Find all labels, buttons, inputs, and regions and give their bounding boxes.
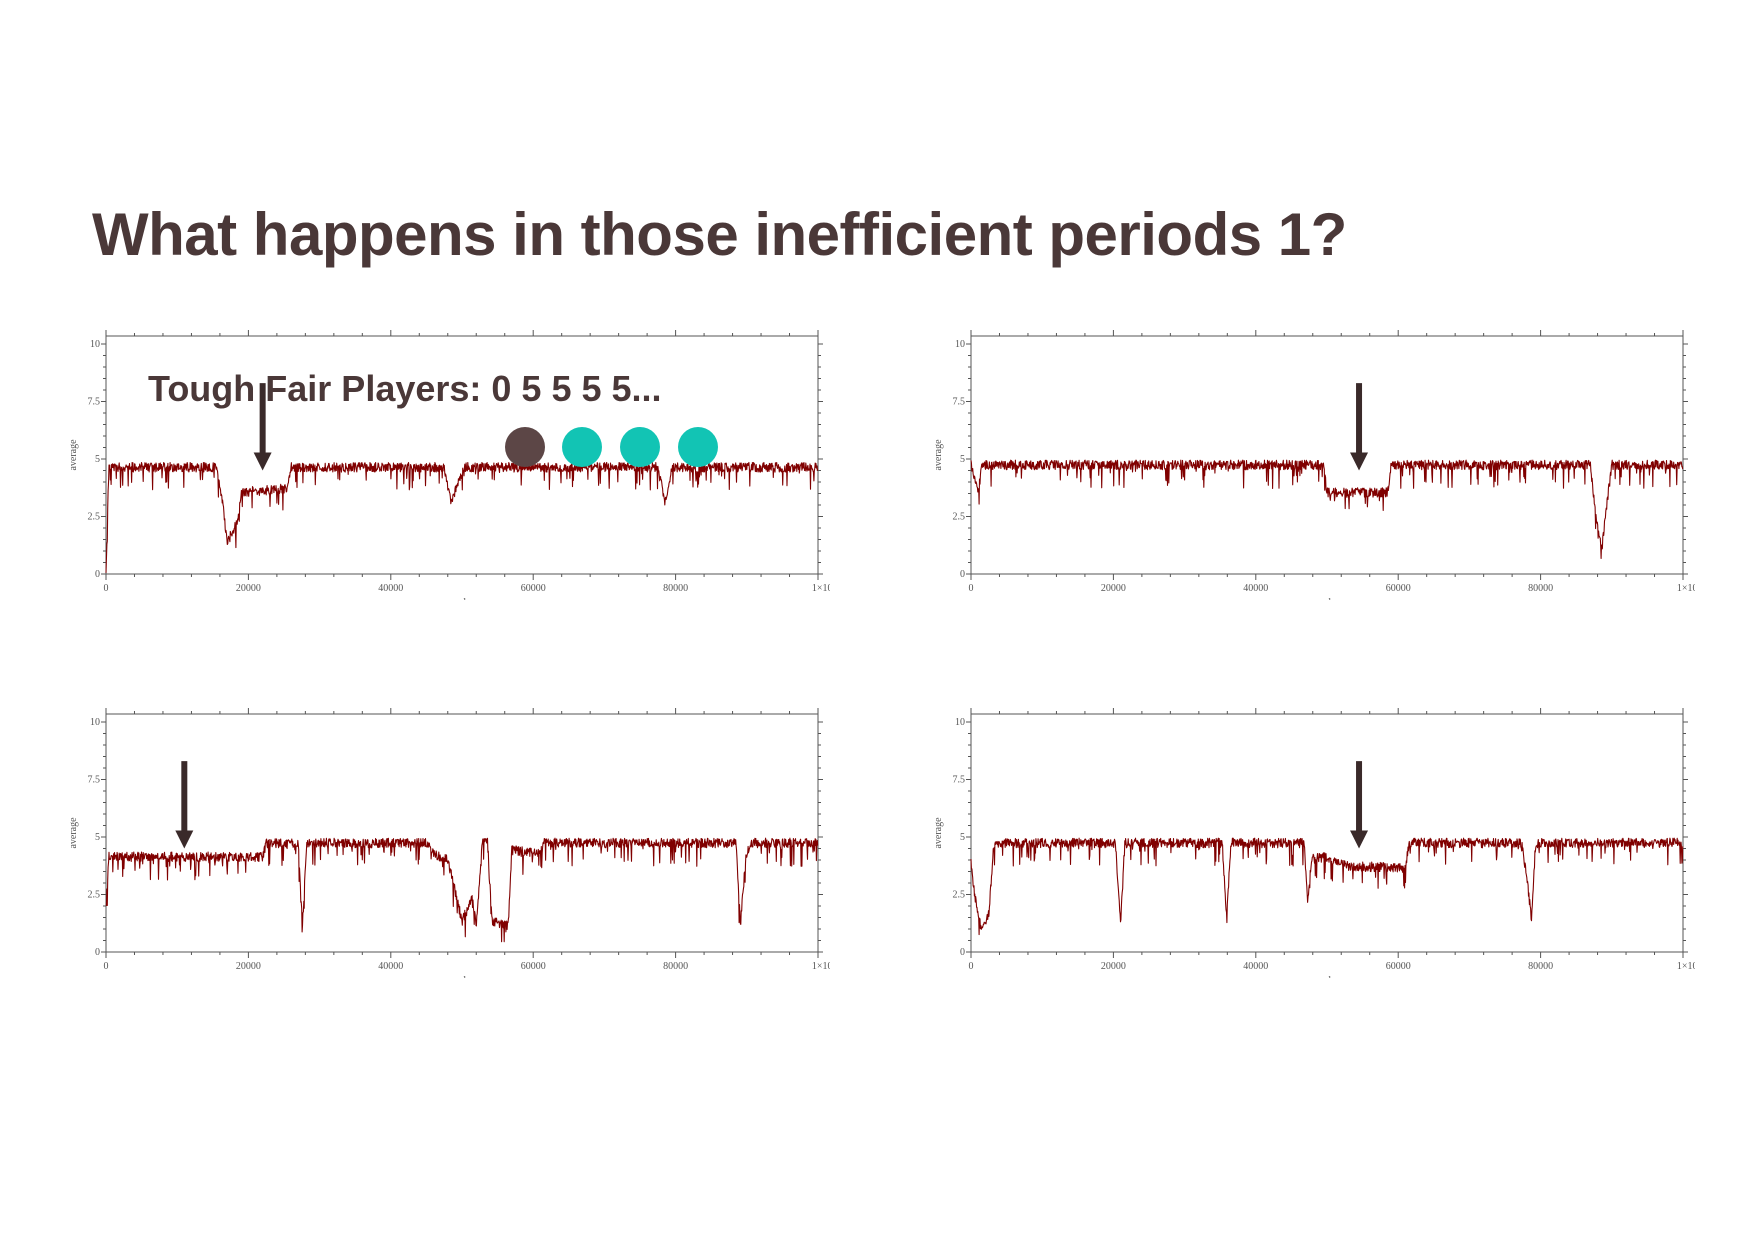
- series-line: [970, 837, 1684, 936]
- x-tick-label: 80000: [1528, 583, 1553, 594]
- player-dot-1: [562, 427, 602, 467]
- player-dot-3: [678, 427, 718, 467]
- x-tick-label: 60000: [1386, 961, 1411, 972]
- x-tick-label: 60000: [521, 961, 546, 972]
- chart-svg: 0 20000 40000 60000 80000 1×10⁵ 0 2.5 5 7.5 10 cycl…: [933, 330, 1701, 608]
- x-tick-label: 40000: [1243, 583, 1268, 594]
- y-tick-label: 5: [960, 832, 965, 843]
- y-tick-label: 10: [90, 339, 100, 350]
- x-tick-label: 0: [104, 961, 109, 972]
- y-tick-label: 7.5: [88, 397, 101, 408]
- x-tick-label: 20000: [236, 583, 261, 594]
- x-axis-label: cycles: [1315, 975, 1340, 978]
- players-annotation: Tough Fair Players: 0 5 5 5 5...: [148, 368, 662, 409]
- x-tick-label: 80000: [663, 583, 688, 594]
- slide-title: What happens in those inefficient period…: [92, 201, 1347, 268]
- arrow-head: [1350, 830, 1369, 849]
- x-tick-label: 60000: [1386, 583, 1411, 594]
- chart-panel-3: 0 20000 40000 60000 80000 1×10⁵ 0 2.5 5 7.5 10 cycl…: [60, 708, 836, 986]
- arrow-head: [175, 830, 194, 849]
- x-axis-label: cycles: [1315, 597, 1340, 600]
- chart-panel-2: 0 20000 40000 60000 80000 1×10⁵ 0 2.5 5 7.5 10 cycl…: [925, 330, 1701, 608]
- y-tick-label: 7.5: [88, 775, 101, 786]
- x-tick-label: 40000: [378, 583, 403, 594]
- x-axis-label: cycles: [450, 975, 475, 978]
- series-line: [970, 459, 1684, 560]
- y-tick-label: 0: [95, 947, 100, 958]
- x-tick-label: 0: [104, 583, 109, 594]
- series-line: [105, 837, 819, 943]
- chart-panel-4: 0 20000 40000 60000 80000 1×10⁵ 0 2.5 5 7.5 10 cycl…: [925, 708, 1701, 986]
- x-tick-label: 80000: [663, 961, 688, 972]
- player-dot-2: [620, 427, 660, 467]
- y-tick-label: 5: [95, 454, 100, 465]
- series-line: [105, 461, 819, 573]
- x-tick-label: 0: [969, 583, 974, 594]
- chart-svg: 0 20000 40000 60000 80000 1×10⁵ 0 2.5 5 7.5 10 cycl…: [933, 708, 1701, 986]
- x-tick-label: 0: [969, 961, 974, 972]
- x-tick-label: 1×10⁵: [812, 583, 830, 594]
- y-tick-label: 7.5: [953, 397, 966, 408]
- y-tick-label: 5: [95, 832, 100, 843]
- x-tick-label: 20000: [1101, 961, 1126, 972]
- x-tick-label: 20000: [236, 961, 261, 972]
- y-tick-label: 7.5: [953, 775, 966, 786]
- x-tick-label: 1×10⁵: [1677, 961, 1695, 972]
- y-tick-label: 5: [960, 454, 965, 465]
- y-tick-label: 2.5: [88, 890, 101, 901]
- x-tick-label: 40000: [378, 961, 403, 972]
- chart-svg: 0 20000 40000 60000 80000 1×10⁵ 0 2.5 5 7.5 10 cycl…: [68, 708, 836, 986]
- x-tick-label: 40000: [1243, 961, 1268, 972]
- player-dot-0: [505, 427, 545, 467]
- chart-svg: 0 20000 40000 60000 80000 1×10⁵ 0 2.5 5 7.5 10 cycl…: [68, 330, 836, 608]
- y-axis-label: average: [933, 439, 944, 471]
- y-tick-label: 0: [960, 569, 965, 580]
- x-tick-label: 1×10⁵: [812, 961, 830, 972]
- y-tick-label: 2.5: [953, 890, 966, 901]
- x-tick-label: 1×10⁵: [1677, 583, 1695, 594]
- y-tick-label: 0: [95, 569, 100, 580]
- x-axis-label: cycles: [450, 597, 475, 600]
- arrow-head: [1350, 452, 1369, 471]
- x-tick-label: 20000: [1101, 583, 1126, 594]
- y-tick-label: 0: [960, 947, 965, 958]
- y-axis-label: average: [68, 817, 79, 849]
- y-tick-label: 10: [955, 717, 965, 728]
- y-tick-label: 2.5: [88, 512, 101, 523]
- y-axis-label: average: [933, 817, 944, 849]
- y-axis-label: average: [68, 439, 79, 471]
- y-tick-label: 2.5: [953, 512, 966, 523]
- x-tick-label: 80000: [1528, 961, 1553, 972]
- x-tick-label: 60000: [521, 583, 546, 594]
- y-tick-label: 10: [955, 339, 965, 350]
- y-tick-label: 10: [90, 717, 100, 728]
- chart-panel-1: 0 20000 40000 60000 80000 1×10⁵ 0 2.5 5 7.5 10 cycl…: [60, 330, 836, 608]
- arrow-head: [253, 452, 272, 471]
